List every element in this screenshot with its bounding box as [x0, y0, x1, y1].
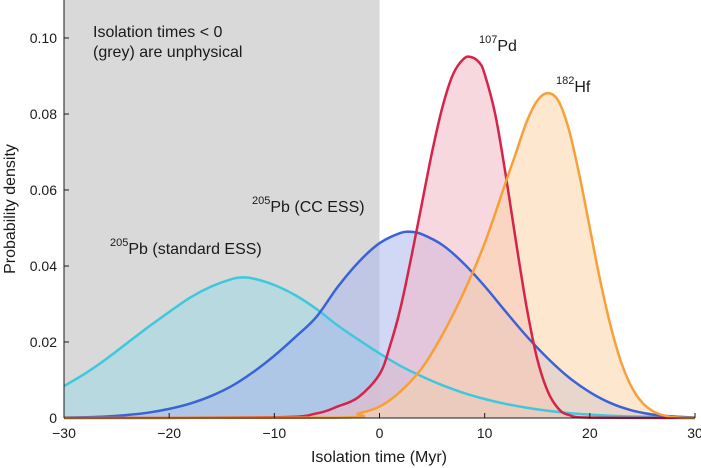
- series-line-hf: [63, 91, 696, 420]
- y-tick-label: 0.06: [30, 182, 57, 198]
- x-tick-label: −30: [52, 425, 76, 441]
- x-tick-label: −20: [157, 425, 181, 441]
- series-label-pd: 107Pd: [479, 34, 517, 55]
- x-tick-label: 0: [376, 425, 384, 441]
- series-label-pb-cc: 205Pb (CC ESS): [252, 195, 365, 216]
- y-tick-label: 0.10: [30, 30, 57, 46]
- annotation-line-2: (grey) are unphysical: [93, 44, 242, 61]
- x-axis-title: Isolation time (Myr): [311, 449, 447, 466]
- series-line-pb-standard: [63, 276, 696, 419]
- series-line-pb-cc: [63, 230, 696, 419]
- x-tick-label: 30: [687, 425, 701, 441]
- tick-labels: −30 −20 −10 0 10 20 30 0 0.02 0.04 0.06 0.08 0.10: [30, 30, 701, 441]
- x-tick-label: −10: [262, 425, 286, 441]
- series-area-pb-standard: [64, 277, 695, 418]
- y-axis-title: Probability density: [2, 144, 19, 274]
- x-tick-label: 20: [582, 425, 598, 441]
- y-tick-label: 0: [49, 410, 57, 426]
- series-fills: [64, 56, 695, 418]
- y-tick-label: 0.04: [30, 258, 57, 274]
- axes: [63, 0, 696, 419]
- series-label-pb-standard: 205Pb (standard ESS): [110, 237, 262, 258]
- x-tick-label: 10: [477, 425, 493, 441]
- y-tick-label: 0.08: [30, 106, 57, 122]
- series-label-hf: 182Hf: [556, 75, 591, 96]
- series-line-pd: [63, 55, 696, 420]
- series-area-hf: [64, 93, 695, 418]
- y-tick-label: 0.02: [30, 334, 57, 350]
- annotation-line-1: Isolation times < 0: [93, 24, 223, 41]
- series-lines: [63, 55, 696, 420]
